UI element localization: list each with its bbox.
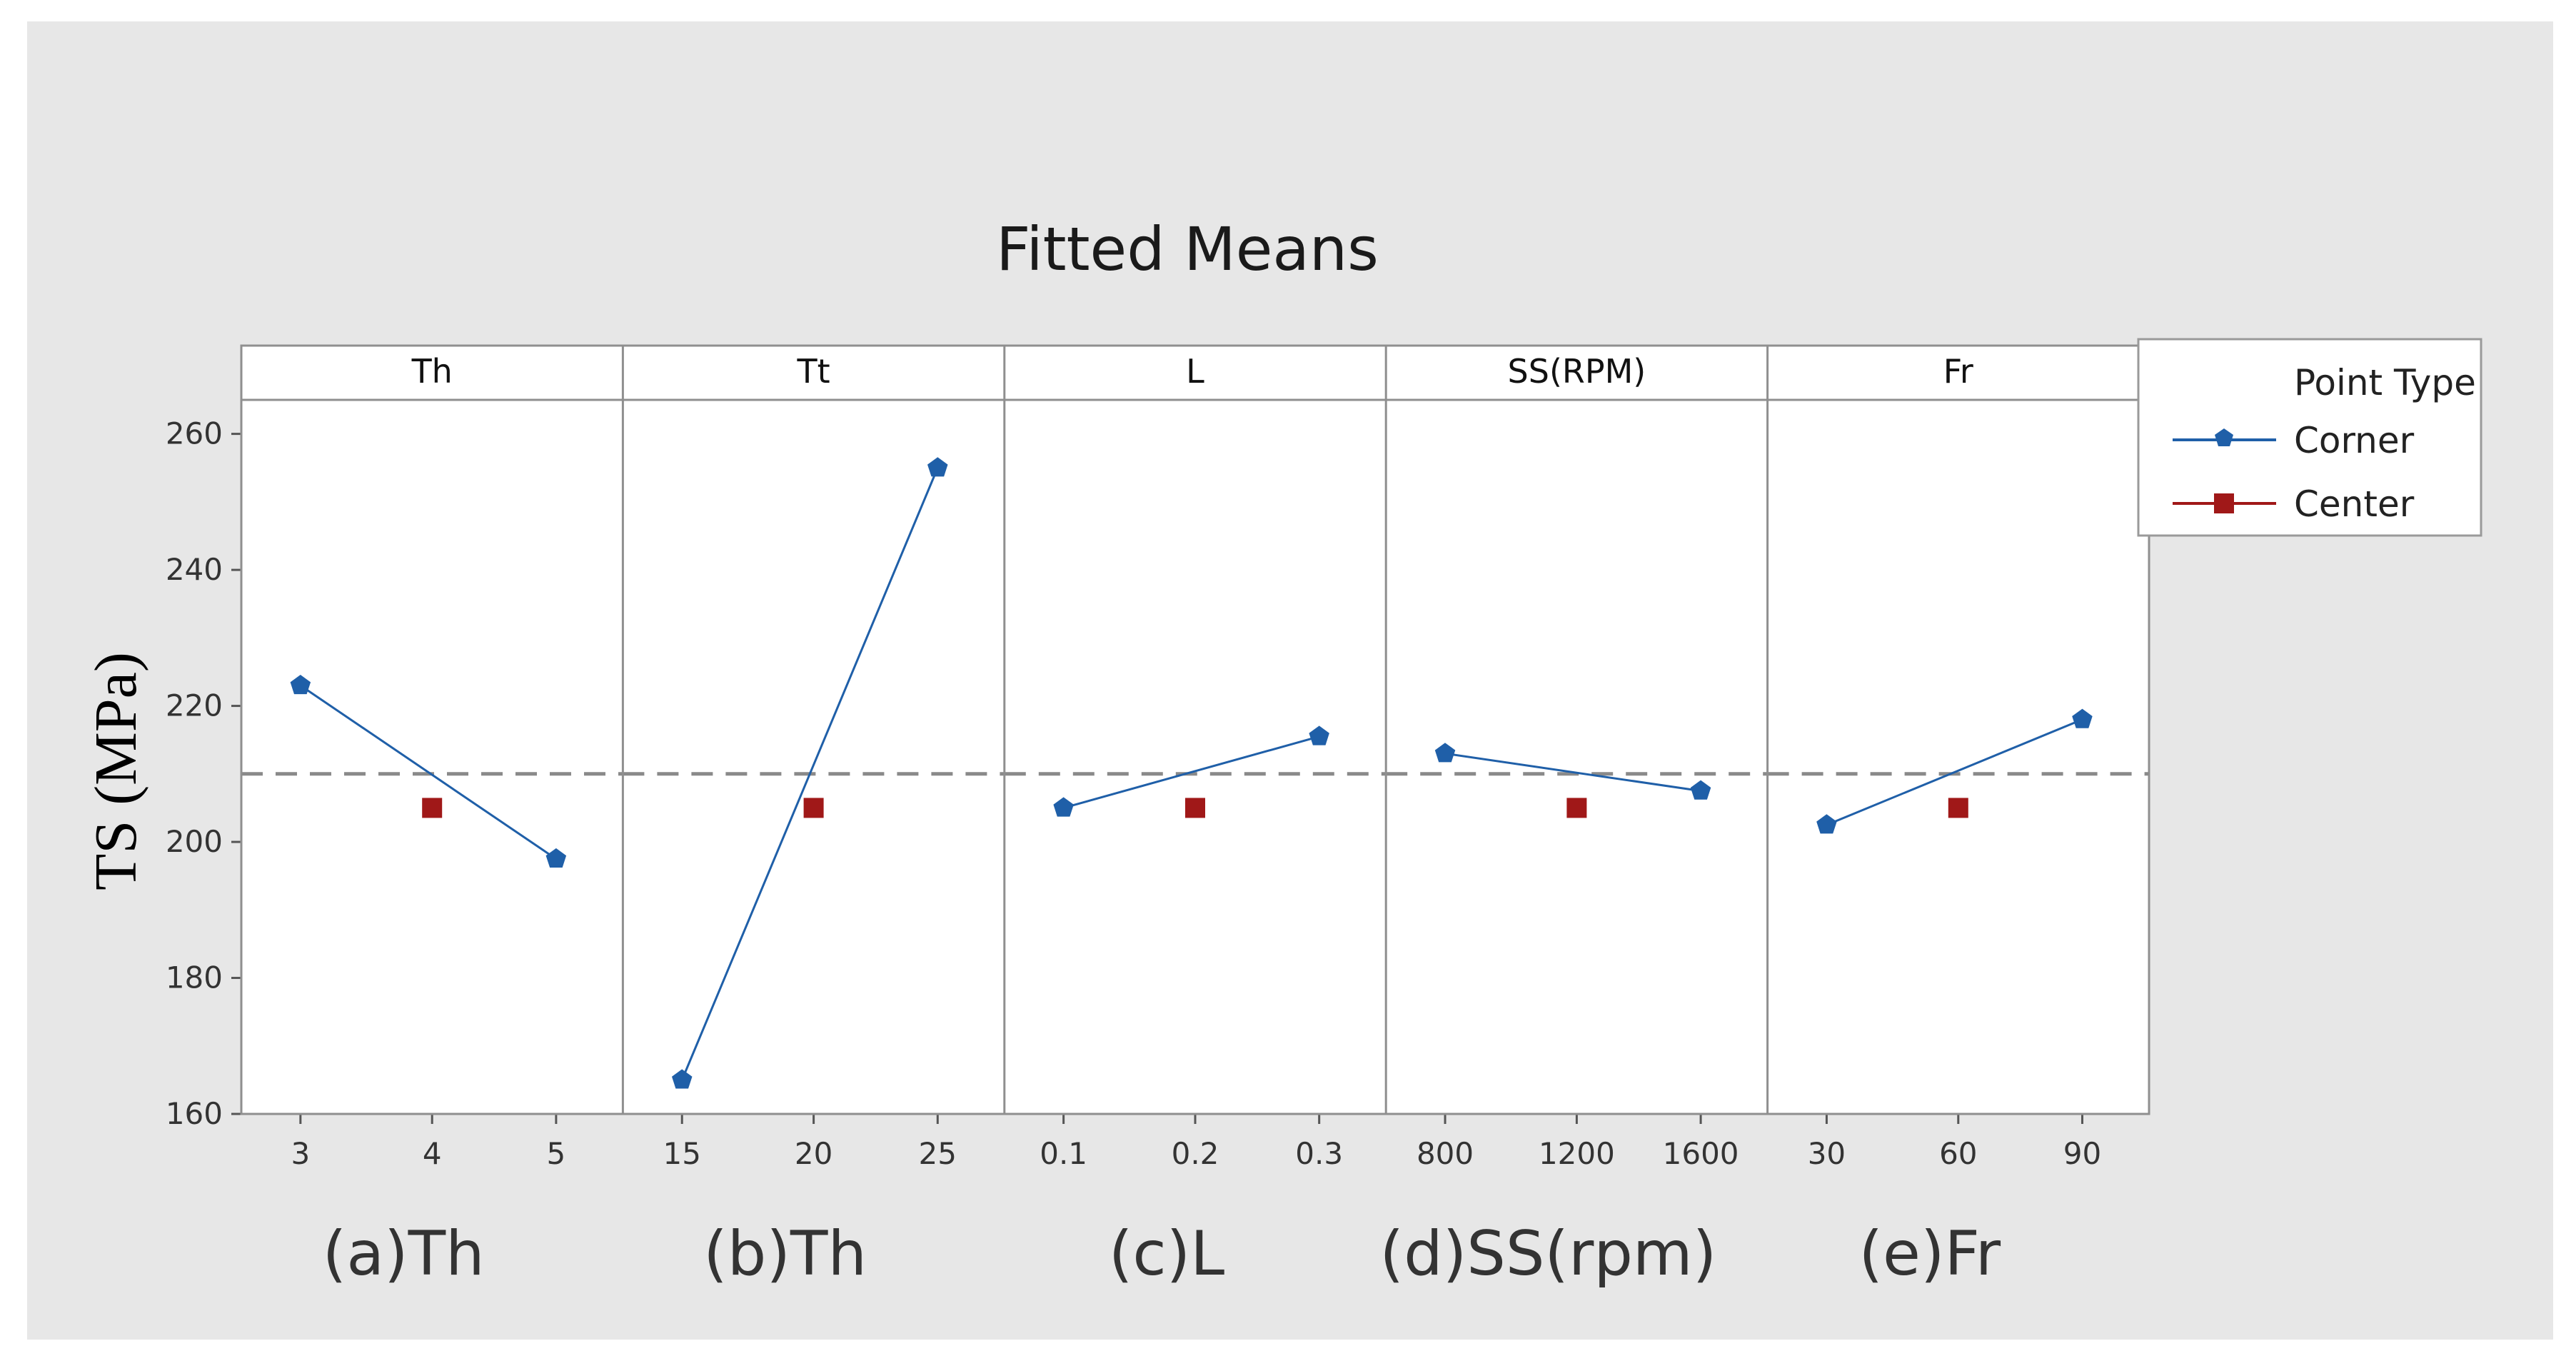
corner-series-line (680, 467, 939, 1080)
panel-title: Fr (1943, 352, 1973, 391)
panel-subtitle: (a)Th (323, 1218, 485, 1290)
corner-point (545, 848, 567, 868)
x-tick-label: 1200 (1539, 1136, 1615, 1171)
x-tick-label: 90 (2063, 1136, 2101, 1171)
y-axis-label: TS (MPa) (83, 652, 149, 890)
x-tick-label: 0.1 (1040, 1136, 1087, 1171)
legend-title: Point Type (2294, 362, 2476, 403)
center-point (1948, 798, 1968, 818)
x-tick-label: 0.3 (1295, 1136, 1343, 1171)
panel-subtitle: (c)L (1109, 1218, 1224, 1290)
x-tick-label: 5 (547, 1136, 566, 1171)
panel-subtitle: (b)Th (703, 1218, 867, 1290)
y-tick-label: 180 (166, 960, 223, 995)
legend-center-label: Center (2294, 483, 2415, 525)
center-point (1185, 798, 1205, 818)
corner-point (1690, 780, 1711, 800)
plot-area (241, 346, 2149, 1114)
x-tick-label: 25 (919, 1136, 957, 1171)
y-tick-label: 240 (166, 552, 223, 587)
panel-title: Th (411, 352, 453, 391)
x-tick-label: 15 (663, 1136, 701, 1171)
x-tick-label: 30 (1808, 1136, 1846, 1171)
x-tick-label: 0.2 (1172, 1136, 1219, 1171)
corner-point (1309, 725, 1329, 745)
figure: Fitted Means TS (MPa) 160 180 200 220 240 260… (27, 21, 2553, 1340)
corner-series-line (1826, 718, 2083, 826)
y-tick-label: 260 (166, 416, 223, 451)
center-point (422, 798, 443, 818)
y-tick-label: 160 (166, 1096, 223, 1131)
panel-subtitle: (d)SS(rpm) (1380, 1218, 1717, 1290)
x-tick-label: 4 (423, 1136, 442, 1171)
corner-point (927, 457, 948, 477)
panels-group: 160 180 200 220 240 260 Th 3 4 5 (a)Th Tt 15 20 25 (b)T… (166, 344, 2150, 1290)
y-tick-label: 220 (166, 688, 223, 723)
corner-point (290, 675, 311, 695)
x-tick-label: 800 (1417, 1136, 1474, 1171)
x-tick-label: 60 (1939, 1136, 1977, 1171)
x-tick-label: 20 (795, 1136, 832, 1171)
corner-point (1816, 814, 1837, 834)
legend-corner-label: Corner (2294, 420, 2415, 461)
fitted-means-chart: Fitted Means TS (MPa) 160 180 200 220 240 260… (83, 214, 2482, 1290)
center-point (1566, 798, 1587, 818)
chart-title: Fitted Means (996, 214, 1379, 284)
x-tick-label: 3 (291, 1136, 310, 1171)
center-point (803, 798, 824, 818)
panel-title: L (1186, 352, 1204, 391)
plot-frame (240, 344, 2150, 1115)
legend-center-marker (2214, 493, 2234, 513)
panel-subtitle: (e)Fr (1859, 1218, 2001, 1290)
corner-series-line (1063, 735, 1320, 809)
corner-point (1434, 743, 1456, 763)
corner-point (2072, 708, 2093, 728)
panel-title: Tt (797, 352, 830, 391)
corner-point (672, 1069, 693, 1089)
x-tick-label: 1600 (1663, 1136, 1739, 1171)
corner-point (1053, 797, 1074, 817)
panel-title: SS(RPM) (1508, 352, 1646, 391)
y-tick-label: 200 (166, 824, 223, 859)
corner-series-line (299, 684, 557, 860)
legend-corner-marker (2215, 428, 2233, 446)
corner-series-line (1444, 752, 1701, 793)
legend: Point Type Corner Center (2137, 338, 2482, 537)
